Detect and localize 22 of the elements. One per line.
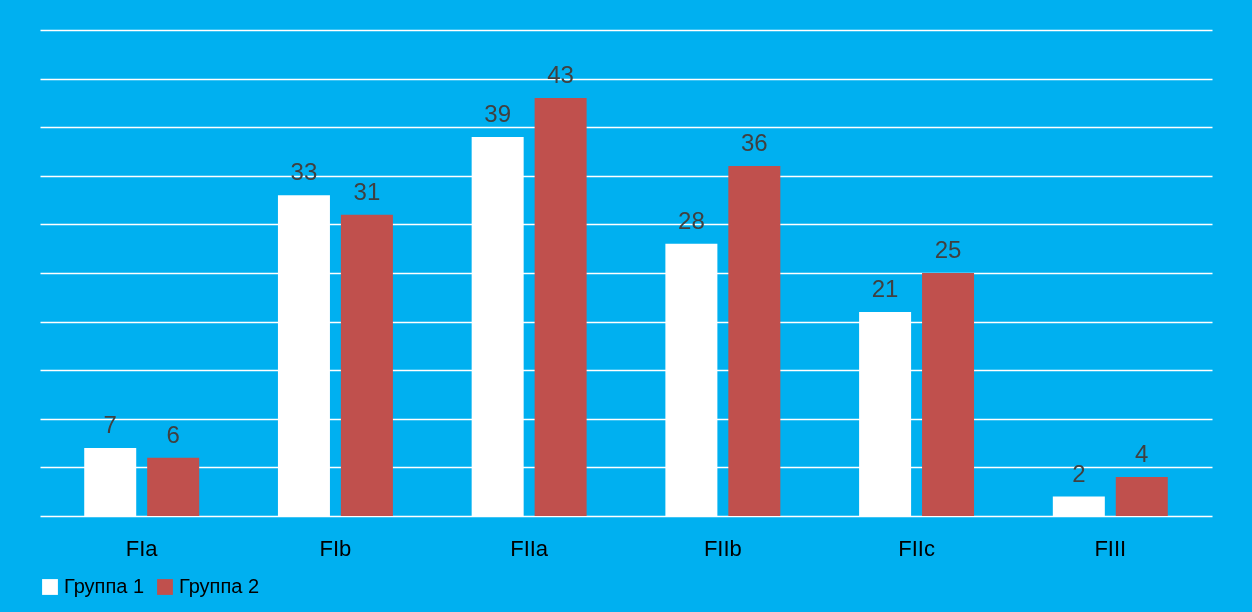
x-tick-label: FIIc: [898, 535, 935, 561]
legend-label: Группа 1: [64, 575, 145, 597]
bar: [340, 214, 393, 516]
x-tick-label: FIIb: [703, 535, 742, 561]
data-label: 6: [166, 420, 180, 448]
x-tick-label: FIb: [319, 535, 352, 561]
bar: [922, 273, 975, 516]
data-label: 31: [353, 177, 381, 205]
bar: [1115, 477, 1168, 516]
data-label: 4: [1135, 440, 1149, 468]
bar: [534, 98, 587, 516]
data-label: 36: [740, 129, 768, 157]
data-label: 25: [934, 236, 962, 263]
bar: [728, 166, 781, 516]
bar: [147, 457, 200, 516]
x-tick-label: FIa: [125, 535, 159, 561]
x-tick-label: FIIa: [510, 535, 549, 561]
data-label: 39: [484, 99, 512, 127]
data-label: 2: [1072, 459, 1086, 487]
x-tick-label: FIII: [1094, 535, 1127, 561]
data-label: 21: [871, 274, 899, 302]
legend-label: Группа 2: [179, 575, 260, 597]
